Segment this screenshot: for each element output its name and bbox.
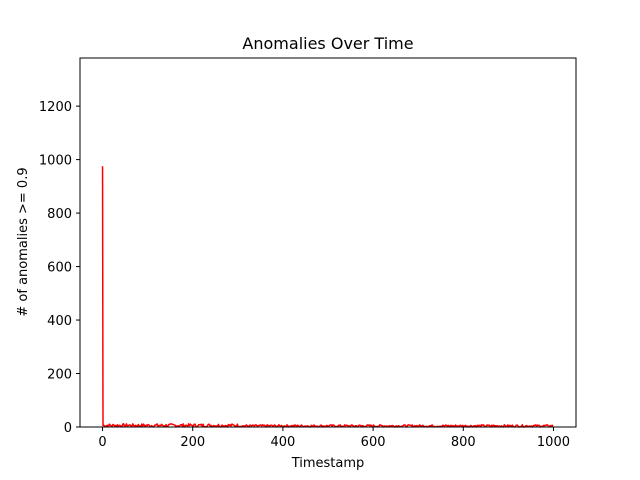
x-tick-label: 400 — [270, 435, 295, 450]
y-axis-label: # of anomalies >= 0.9 — [16, 167, 31, 316]
x-tick-label: 800 — [451, 435, 476, 450]
x-tick-label: 1000 — [537, 435, 570, 450]
x-axis-label: Timestamp — [291, 456, 365, 471]
x-tick-label: 0 — [98, 435, 106, 450]
chart-title: Anomalies Over Time — [242, 34, 413, 53]
y-tick-label: 200 — [47, 368, 72, 383]
y-tick-label: 400 — [47, 314, 72, 329]
y-tick-label: 1000 — [39, 154, 72, 169]
y-tick-label: 1200 — [39, 100, 72, 115]
y-tick-label: 600 — [47, 261, 72, 276]
y-tick-label: 800 — [47, 207, 72, 222]
y-tick-label: 0 — [64, 421, 72, 436]
plot-area — [80, 58, 576, 427]
x-tick-label: 200 — [180, 435, 205, 450]
x-tick-label: 600 — [361, 435, 386, 450]
